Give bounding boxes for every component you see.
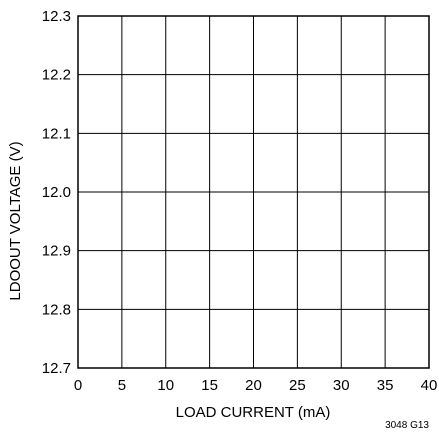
y-tick-label: 12.9	[42, 243, 71, 260]
y-tick-label: 12.3	[42, 8, 71, 25]
x-tick-labels: 0 5 10 15 20 25 30 35 40	[74, 377, 438, 394]
y-tick-label: 12.7	[42, 360, 71, 377]
grid	[78, 16, 429, 368]
y-tick-label: 12.0	[42, 184, 71, 201]
x-tick-label: 30	[333, 377, 350, 394]
y-axis-label: LDOOUT VOLTAGE (V)	[7, 141, 24, 300]
x-tick-label: 0	[74, 377, 82, 394]
plot-frame	[77, 15, 430, 369]
x-tick-label: 10	[157, 377, 174, 394]
x-tick-label: 15	[201, 377, 218, 394]
x-tick-label: 40	[421, 377, 438, 394]
x-tick-label: 35	[377, 377, 394, 394]
y-tick-label: 12.2	[42, 67, 71, 84]
figure-id: 3048 G13	[385, 420, 429, 431]
y-tick-labels: 12.3 12.2 12.1 12.0 12.9 12.8 12.7	[42, 8, 71, 377]
x-tick-label: 25	[289, 377, 306, 394]
y-tick-label: 12.8	[42, 301, 71, 318]
y-tick-label: 12.1	[42, 125, 71, 142]
x-tick-label: 5	[118, 377, 126, 394]
x-axis-label: LOAD CURRENT (mA)	[176, 404, 331, 421]
x-tick-label: 20	[245, 377, 262, 394]
